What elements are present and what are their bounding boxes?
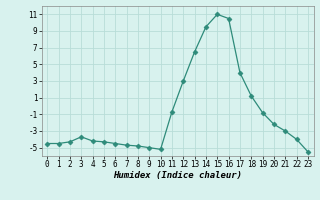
X-axis label: Humidex (Indice chaleur): Humidex (Indice chaleur) (113, 171, 242, 180)
